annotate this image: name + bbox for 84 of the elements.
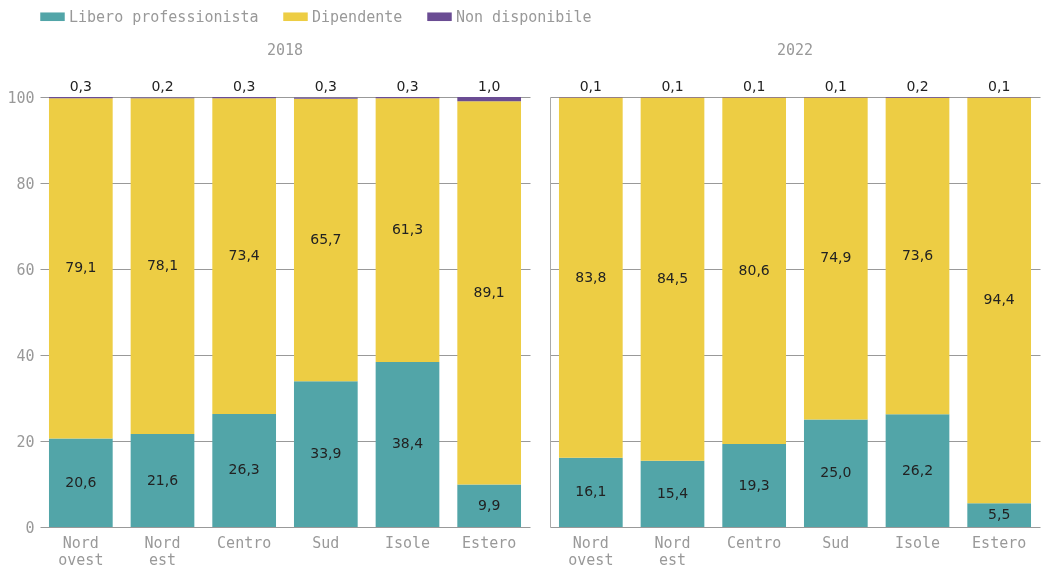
x-tick-label: Sud xyxy=(312,533,340,552)
data-label: 80,6 xyxy=(738,261,770,278)
x-tick-label: Nord ovest xyxy=(568,533,614,569)
data-label: 19,3 xyxy=(738,476,770,493)
bar xyxy=(640,97,705,461)
bar xyxy=(375,98,440,362)
data-label: 25,0 xyxy=(820,464,852,481)
chart-title: 2018 xyxy=(266,41,304,59)
x-tick-label: Estero xyxy=(972,533,1027,552)
bar xyxy=(885,414,950,527)
bar xyxy=(212,98,277,414)
bar xyxy=(457,101,522,485)
data-label: 33,9 xyxy=(310,445,342,462)
data-label: 26,3 xyxy=(228,461,260,478)
bar xyxy=(885,97,950,415)
data-label: 83,8 xyxy=(575,268,607,285)
data-label: 0,1 xyxy=(743,78,766,94)
data-label: 0,3 xyxy=(396,78,419,94)
bar xyxy=(457,97,522,102)
x-tick-label: Centro xyxy=(217,533,272,552)
data-label: 94,4 xyxy=(983,291,1015,308)
y-tick-label: 100 xyxy=(7,88,35,107)
data-label: 65,7 xyxy=(310,230,342,247)
data-label: 61,3 xyxy=(391,221,424,238)
x-tick-label: Isole xyxy=(894,533,941,552)
data-label: 20,6 xyxy=(65,473,97,490)
data-label: 89,1 xyxy=(473,283,505,300)
bar xyxy=(130,434,195,527)
bar xyxy=(803,97,868,420)
bar xyxy=(558,97,623,458)
data-label: 16,1 xyxy=(575,483,607,500)
x-tick-label: Nord est xyxy=(144,533,181,569)
data-label: 5,5 xyxy=(988,506,1011,523)
data-label: 0,1 xyxy=(579,78,602,94)
bar xyxy=(375,361,440,527)
data-label: 0,1 xyxy=(824,78,847,94)
y-tick-label: 40 xyxy=(16,346,35,365)
data-label: 0,3 xyxy=(233,78,256,94)
data-label: 15,4 xyxy=(656,484,689,501)
bar xyxy=(967,503,1032,527)
bar xyxy=(457,484,522,527)
x-tick-label: Isole xyxy=(384,533,431,552)
data-label: 9,9 xyxy=(478,496,501,513)
y-tick-label: 20 xyxy=(16,432,35,451)
data-label: 0,2 xyxy=(906,78,929,94)
data-label: 26,2 xyxy=(901,461,934,478)
legend-label: Non disponibile xyxy=(456,7,592,26)
data-label: 84,5 xyxy=(656,270,689,287)
data-label: 0,3 xyxy=(69,78,92,94)
y-tick-label: 0 xyxy=(25,518,35,537)
chart-title: 2022 xyxy=(776,41,814,59)
bar xyxy=(558,457,623,527)
bar xyxy=(212,413,277,527)
data-label: 79,1 xyxy=(65,259,97,276)
data-label: 38,4 xyxy=(391,435,424,452)
bar xyxy=(640,460,705,527)
data-label: 21,6 xyxy=(146,471,179,488)
data-label: 1,0 xyxy=(478,78,501,94)
y-tick-label: 60 xyxy=(16,260,35,279)
bar xyxy=(722,444,787,527)
bar xyxy=(48,438,113,527)
y-tick-label: 80 xyxy=(16,174,35,193)
legend-label: Dipendente xyxy=(312,7,403,26)
data-label: 73,6 xyxy=(901,247,934,264)
x-tick-label: Nord ovest xyxy=(58,533,104,569)
x-tick-label: Sud xyxy=(822,533,850,552)
data-label: 0,2 xyxy=(151,78,174,95)
bar xyxy=(130,98,195,435)
x-tick-label: Centro xyxy=(727,533,782,552)
bar xyxy=(293,98,358,382)
bar xyxy=(293,381,358,527)
data-label: 0,1 xyxy=(661,78,684,94)
legend-label: Libero professionista xyxy=(69,7,259,26)
data-label: 73,4 xyxy=(228,247,260,264)
bar xyxy=(967,97,1032,504)
x-tick-label: Estero xyxy=(462,533,517,552)
bar xyxy=(48,98,113,439)
data-label: 78,1 xyxy=(146,257,179,274)
data-label: 0,1 xyxy=(988,78,1011,94)
bar xyxy=(803,419,868,527)
data-label: 74,9 xyxy=(820,249,852,266)
x-tick-label: Nord est xyxy=(654,533,691,569)
bar xyxy=(722,97,787,445)
data-label: 0,3 xyxy=(314,78,337,95)
